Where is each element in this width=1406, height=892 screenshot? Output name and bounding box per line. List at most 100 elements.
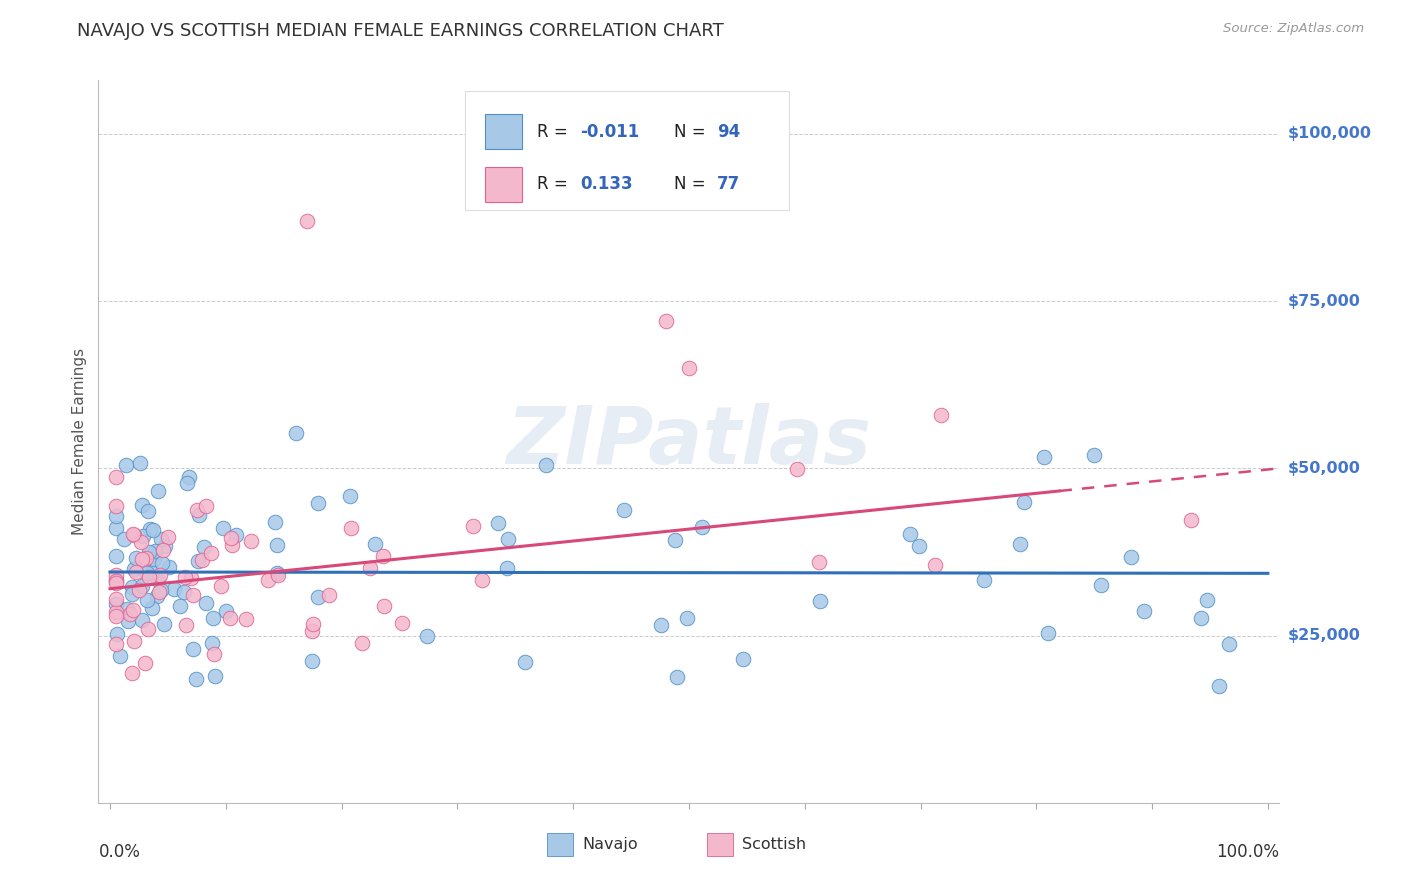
Point	[121, 665, 143, 680]
Point	[534, 458, 557, 473]
Point	[129, 535, 152, 549]
Text: 100.0%: 100.0%	[1216, 843, 1279, 861]
Point	[104, 605, 127, 619]
Point	[898, 526, 921, 541]
Point	[104, 574, 127, 588]
Point	[201, 636, 224, 650]
Point	[104, 568, 127, 582]
Point	[104, 574, 127, 588]
Point	[188, 508, 211, 522]
Point	[115, 458, 138, 473]
Point	[235, 612, 257, 626]
Point	[463, 519, 485, 533]
Point	[128, 583, 150, 598]
Point	[209, 579, 232, 593]
Text: $100,000: $100,000	[1288, 127, 1372, 141]
Text: 77: 77	[717, 176, 741, 194]
Point	[263, 515, 285, 529]
Point	[117, 614, 139, 628]
Point	[131, 579, 153, 593]
Point	[373, 599, 395, 613]
Point	[148, 574, 170, 588]
Text: N =: N =	[673, 176, 710, 194]
Point	[135, 551, 157, 566]
Point	[136, 622, 159, 636]
Point	[118, 607, 141, 621]
Point	[908, 539, 931, 553]
Point	[143, 543, 166, 558]
FancyBboxPatch shape	[464, 91, 789, 211]
Text: R =: R =	[537, 123, 572, 141]
Point	[1197, 592, 1219, 607]
Point	[302, 617, 325, 632]
Point	[1208, 679, 1230, 693]
Point	[122, 528, 145, 542]
Text: $50,000: $50,000	[1288, 461, 1361, 475]
Point	[104, 608, 127, 623]
Point	[808, 593, 831, 607]
Point	[307, 590, 329, 604]
Point	[807, 555, 830, 569]
Point	[173, 585, 195, 599]
Point	[104, 500, 127, 514]
Point	[1133, 604, 1156, 618]
Point	[391, 615, 413, 630]
Point	[193, 540, 215, 554]
Point	[129, 457, 152, 471]
Point	[1180, 513, 1202, 527]
Point	[105, 636, 128, 650]
Point	[929, 408, 952, 422]
Text: R =: R =	[537, 176, 572, 194]
Point	[202, 647, 225, 661]
Point	[174, 570, 197, 584]
Point	[181, 642, 204, 657]
Point	[149, 568, 172, 582]
Point	[486, 516, 509, 530]
Point	[177, 469, 200, 483]
Point	[340, 521, 363, 535]
Point	[284, 425, 307, 440]
Point	[104, 597, 127, 611]
Point	[1012, 494, 1035, 508]
Point	[186, 503, 208, 517]
Point	[786, 462, 808, 476]
Text: ZIPatlas: ZIPatlas	[506, 402, 872, 481]
Point	[105, 626, 128, 640]
Point	[301, 654, 323, 668]
Point	[676, 611, 699, 625]
Point	[307, 496, 329, 510]
Point	[655, 314, 678, 328]
Point	[973, 574, 995, 588]
Point	[134, 656, 156, 670]
Point	[104, 575, 127, 590]
Point	[352, 636, 374, 650]
Point	[169, 599, 191, 613]
Text: Scottish: Scottish	[742, 838, 806, 852]
Point	[142, 552, 165, 566]
Point	[104, 549, 127, 563]
Point	[180, 571, 202, 585]
Point	[225, 527, 247, 541]
Point	[121, 603, 143, 617]
Point	[215, 604, 238, 618]
Point	[150, 533, 173, 547]
Point	[295, 213, 318, 227]
Point	[150, 583, 173, 598]
Point	[104, 521, 127, 535]
Point	[155, 539, 177, 553]
Point	[122, 633, 145, 648]
Point	[131, 613, 153, 627]
Point	[131, 552, 153, 566]
Point	[156, 530, 179, 544]
Point	[1189, 610, 1212, 624]
Point	[176, 475, 198, 490]
Point	[187, 554, 209, 568]
Point	[513, 656, 536, 670]
Point	[138, 544, 160, 558]
Point	[181, 588, 204, 602]
Point	[212, 521, 235, 535]
Point	[924, 558, 946, 572]
Text: Source: ZipAtlas.com: Source: ZipAtlas.com	[1223, 22, 1364, 36]
Point	[496, 561, 519, 575]
Point	[191, 553, 214, 567]
